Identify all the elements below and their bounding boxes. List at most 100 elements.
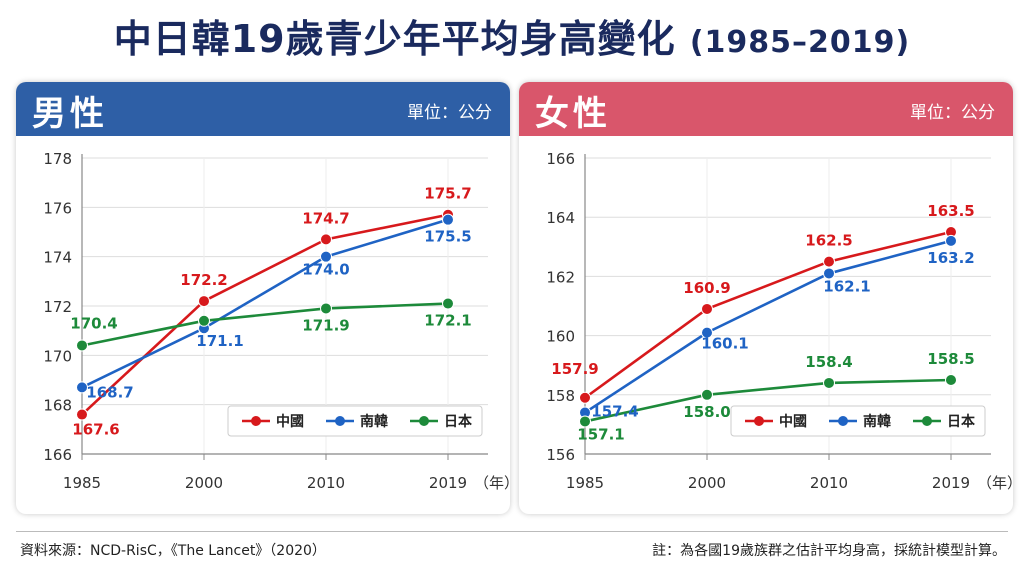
data-label-korea: 163.2	[927, 249, 974, 267]
series-line-japan	[584, 378, 952, 423]
data-point-korea	[76, 381, 88, 394]
data-label-china: 157.9	[551, 360, 598, 378]
female-unit-label: 單位：公分	[910, 103, 995, 123]
y-tick-label: 162	[546, 268, 575, 286]
method-note: 註：為各國19歲族群之估計平均身高，採統計模型計算。	[652, 543, 1006, 559]
x-unit-label: （年）	[474, 474, 510, 492]
legend-box	[227, 405, 483, 437]
data-point-china	[320, 233, 332, 246]
female-panel: 女性 單位：公分 156 158 160 162 164 166 1985 2000 2010 2…	[519, 82, 1013, 514]
data-point-korea	[442, 213, 454, 226]
y-tick-label: 170	[43, 347, 72, 365]
legend-marker-korea	[838, 416, 848, 426]
data-label-korea: 171.1	[196, 332, 243, 350]
data-point-japan	[579, 415, 591, 428]
legend-marker-japan	[419, 416, 429, 426]
y-tick-label: 164	[546, 209, 575, 227]
data-label-japan: 172.1	[424, 312, 471, 330]
y-tick-label: 166	[546, 150, 575, 168]
data-label-china: 167.6	[72, 421, 119, 439]
female-panel-header: 女性 單位：公分	[519, 82, 1013, 136]
male-unit-label: 單位：公分	[407, 103, 492, 123]
data-point-japan	[701, 388, 713, 401]
data-label-china: 174.7	[302, 209, 349, 227]
x-tick-label: 2000	[185, 474, 223, 492]
legend-label-korea: 南韓	[863, 413, 891, 430]
data-point-korea	[320, 250, 332, 263]
legend-marker-korea	[335, 416, 345, 426]
legend-label-japan: 日本	[947, 413, 976, 430]
data-point-china	[198, 295, 210, 308]
data-point-japan	[442, 297, 454, 310]
y-tick-label: 172	[43, 298, 72, 316]
y-tick-label: 156	[546, 446, 575, 464]
series-line-japan	[81, 302, 449, 347]
data-point-japan	[76, 339, 88, 352]
data-label-china: 162.5	[805, 232, 852, 250]
y-tick-label: 168	[43, 397, 72, 415]
x-tick-label: 2019	[932, 474, 970, 492]
data-point-japan	[945, 374, 957, 386]
x-unit-label: （年）	[977, 474, 1013, 492]
data-point-china	[579, 391, 591, 404]
legend-marker-japan	[922, 416, 932, 426]
page-title-main: 中日韓19歲青少年平均身高變化	[113, 17, 676, 61]
data-label-china: 175.7	[424, 185, 471, 203]
data-label-japan: 158.5	[927, 350, 974, 368]
x-tick-label: 1985	[63, 474, 101, 492]
series-line-korea	[584, 239, 952, 414]
data-label-japan: 171.9	[302, 316, 349, 334]
data-point-korea	[945, 234, 957, 247]
legend-box	[730, 405, 986, 437]
x-tick-label: 2000	[688, 474, 726, 492]
data-point-korea	[701, 326, 713, 339]
data-point-japan	[823, 376, 835, 389]
y-tick-label: 158	[546, 387, 575, 405]
data-label-china: 163.5	[927, 202, 974, 220]
male-panel-title: 男性	[32, 94, 108, 134]
male-height-chart: 166 168 170 172 174 176 178 1985 2000 2010 2019 （年）…	[43, 150, 510, 492]
male-panel: 男性 單位：公分 166 168 170 172 174 176 178 1985 2000 20…	[16, 82, 510, 514]
data-point-china	[76, 408, 88, 421]
source-note: 資料來源：NCD-RisC，《The Lancet》（2020）	[20, 543, 326, 559]
x-tick-label: 1985	[566, 474, 604, 492]
page-title-years: (1985–2019)	[689, 25, 911, 60]
male-panel-header: 男性 單位：公分	[16, 82, 510, 136]
y-tick-label: 176	[43, 199, 72, 217]
data-label-korea: 157.4	[591, 403, 638, 421]
y-tick-label: 174	[43, 249, 72, 267]
legend-marker-china	[754, 416, 764, 426]
data-point-china	[823, 255, 835, 268]
legend-label-china: 中國	[276, 413, 304, 430]
data-label-japan: 170.4	[70, 314, 117, 332]
legend-label-japan: 日本	[444, 413, 473, 430]
data-label-japan: 158.4	[805, 353, 852, 371]
data-label-japan: 157.1	[577, 425, 624, 443]
legend-label-korea: 南韓	[360, 413, 388, 430]
legend: 中國 南韓 日本	[730, 405, 986, 437]
data-label-japan: 158.0	[683, 403, 730, 421]
y-tick-label: 160	[546, 328, 575, 346]
legend-marker-china	[251, 416, 261, 426]
data-point-korea	[823, 267, 835, 280]
footer-divider	[16, 531, 1008, 532]
x-tick-label: 2010	[810, 474, 848, 492]
female-panel-title: 女性	[535, 94, 611, 134]
legend-label-china: 中國	[779, 413, 807, 430]
legend: 中國 南韓 日本	[227, 405, 483, 437]
data-point-china	[701, 302, 713, 315]
data-label-korea: 174.0	[302, 261, 349, 279]
data-label-korea: 162.1	[823, 277, 870, 295]
data-label-korea: 175.5	[424, 228, 471, 246]
data-point-japan	[320, 302, 332, 315]
female-height-chart: 156 158 160 162 164 166 1985 2000 2010 2019 （年） 157…	[546, 150, 1013, 492]
y-tick-label: 178	[43, 150, 72, 168]
data-point-japan	[198, 314, 210, 327]
page-title: 中日韓19歲青少年平均身高變化 (1985–2019)	[0, 8, 1024, 63]
data-label-korea: 168.7	[86, 383, 133, 401]
data-label-korea: 160.1	[701, 335, 748, 353]
data-label-china: 172.2	[180, 271, 227, 289]
x-tick-label: 2019	[429, 474, 467, 492]
series-line-korea	[81, 218, 449, 389]
series-line-china	[584, 230, 952, 399]
